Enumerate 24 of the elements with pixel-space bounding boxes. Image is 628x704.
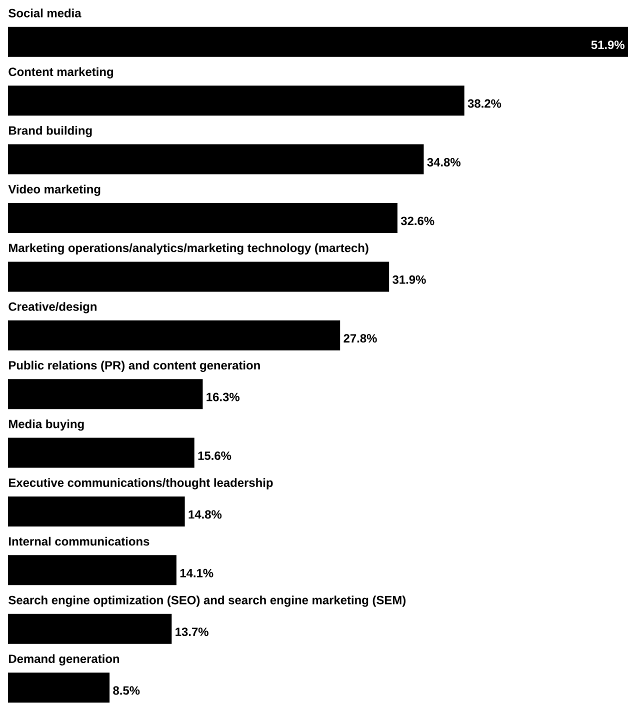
data-label: 31.9% <box>392 275 426 284</box>
data-label: 27.8% <box>344 334 377 343</box>
y-tick-label: Video marketing <box>8 184 100 196</box>
y-tick-label: Public relations (PR) and content generation <box>8 360 260 372</box>
data-label: 16.3% <box>206 392 240 402</box>
data-label: 13.7% <box>176 628 208 636</box>
y-tick-label: Content marketing <box>8 67 113 78</box>
data-label: 8.5% <box>113 686 140 695</box>
data-label: 38.2% <box>468 99 502 108</box>
y-tick-label: Media buying <box>8 419 84 431</box>
y-tick-label: Social media <box>8 8 82 18</box>
data-label: 14.8% <box>188 510 222 519</box>
y-tick-label: Internal communications <box>8 536 150 546</box>
data-label: 15.6% <box>198 451 232 460</box>
y-tick-label: Marketing operations/analytics/marketing technology (martech) <box>8 243 368 255</box>
y-tick-label: Brand building <box>8 126 92 138</box>
data-label: 32.6% <box>400 216 434 226</box>
data-label: 51.9% <box>591 40 624 50</box>
y-tick-label: Demand generation <box>8 654 120 666</box>
data-label: 14.1% <box>180 568 214 578</box>
y-tick-label: Executive communications/thought leadership <box>8 478 273 490</box>
y-tick-label: Creative/design <box>8 302 96 314</box>
data-label: 34.8% <box>427 158 461 166</box>
y-tick-label: Search engine optimization (SEO) and search engine marketing (SEM) <box>8 596 406 607</box>
